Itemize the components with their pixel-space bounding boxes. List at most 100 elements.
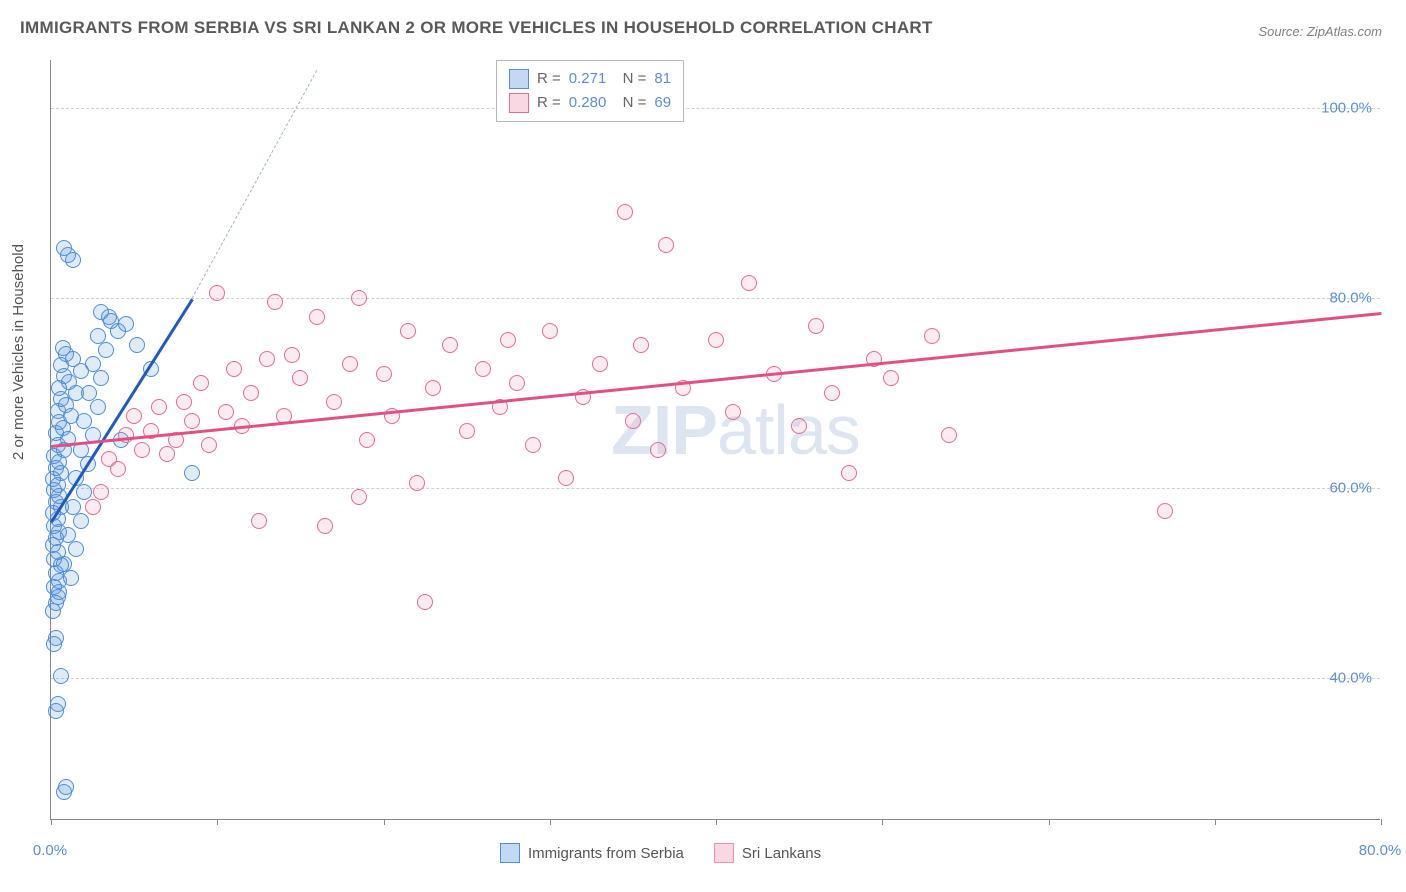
data-point [342, 356, 358, 372]
data-point [55, 340, 71, 356]
data-point [359, 432, 375, 448]
data-point [85, 356, 101, 372]
legend-swatch [500, 843, 520, 863]
data-point [126, 408, 142, 424]
data-point [500, 332, 516, 348]
data-point [425, 380, 441, 396]
data-point [633, 337, 649, 353]
data-point [68, 541, 84, 557]
data-point [824, 385, 840, 401]
data-point [60, 527, 76, 543]
data-point [56, 240, 72, 256]
xtick [550, 819, 551, 825]
data-point [625, 413, 641, 429]
legend-item: Sri Lankans [714, 843, 821, 863]
legend-swatch-srilanka [509, 93, 529, 113]
data-point [317, 518, 333, 534]
xtick [1215, 819, 1216, 825]
source-text: Source: ZipAtlas.com [1258, 24, 1382, 39]
data-point [159, 446, 175, 462]
chart-title: IMMIGRANTS FROM SERBIA VS SRI LANKAN 2 O… [20, 18, 933, 38]
data-point [193, 375, 209, 391]
data-point [725, 404, 741, 420]
legend-label: Sri Lankans [742, 845, 821, 862]
data-point [808, 318, 824, 334]
data-point [90, 399, 106, 415]
data-point [209, 285, 225, 301]
ytick-label: 80.0% [1329, 289, 1372, 306]
y-axis-label: 2 or more Vehicles in Household [10, 244, 27, 460]
data-point [592, 356, 608, 372]
data-point [741, 275, 757, 291]
correlation-legend: R = 0.271 N = 81 R = 0.280 N = 69 [496, 60, 684, 122]
data-point [259, 351, 275, 367]
xtick [882, 819, 883, 825]
data-point [56, 556, 72, 572]
data-point [525, 437, 541, 453]
data-point [50, 696, 66, 712]
data-point [617, 204, 633, 220]
legend-swatch [714, 843, 734, 863]
data-point [90, 328, 106, 344]
data-point [184, 413, 200, 429]
data-point [93, 370, 109, 386]
data-point [118, 316, 134, 332]
data-point [267, 294, 283, 310]
ytick-label: 60.0% [1329, 479, 1372, 496]
data-point [73, 513, 89, 529]
trend-line [192, 70, 318, 298]
data-point [475, 361, 491, 377]
data-point [218, 404, 234, 420]
data-point [509, 375, 525, 391]
data-point [226, 361, 242, 377]
watermark: ZIPatlas [611, 390, 860, 470]
data-point [101, 309, 117, 325]
data-point [708, 332, 724, 348]
legend-row-serbia: R = 0.271 N = 81 [509, 67, 671, 91]
gridline [51, 298, 1380, 299]
scatter-plot: ZIPatlas R = 0.271 N = 81 R = 0.280 N = … [50, 60, 1380, 820]
data-point [459, 423, 475, 439]
xtick-label-max: 80.0% [1359, 842, 1402, 859]
data-point [51, 584, 67, 600]
data-point [558, 470, 574, 486]
legend-label: Immigrants from Serbia [528, 845, 684, 862]
legend-row-srilanka: R = 0.280 N = 69 [509, 91, 671, 115]
data-point [134, 442, 150, 458]
data-point [542, 323, 558, 339]
data-point [110, 461, 126, 477]
ytick-label: 100.0% [1321, 99, 1372, 116]
data-point [400, 323, 416, 339]
data-point [53, 668, 69, 684]
data-point [129, 337, 145, 353]
data-point [201, 437, 217, 453]
data-point [58, 779, 74, 795]
data-point [309, 309, 325, 325]
xtick [1049, 819, 1050, 825]
data-point [176, 394, 192, 410]
xtick [384, 819, 385, 825]
data-point [76, 413, 92, 429]
data-point [48, 630, 64, 646]
data-point [63, 570, 79, 586]
gridline [51, 488, 1380, 489]
data-point [98, 342, 114, 358]
data-point [409, 475, 425, 491]
legend-item: Immigrants from Serbia [500, 843, 684, 863]
data-point [85, 499, 101, 515]
data-point [118, 427, 134, 443]
series-legend: Immigrants from Serbia Sri Lankans [500, 843, 821, 863]
data-point [65, 499, 81, 515]
gridline [51, 108, 1380, 109]
data-point [417, 594, 433, 610]
data-point [284, 347, 300, 363]
xtick [1381, 819, 1382, 825]
data-point [151, 399, 167, 415]
data-point [184, 465, 200, 481]
data-point [351, 489, 367, 505]
data-point [243, 385, 259, 401]
data-point [841, 465, 857, 481]
data-point [326, 394, 342, 410]
legend-swatch-serbia [509, 69, 529, 89]
data-point [292, 370, 308, 386]
